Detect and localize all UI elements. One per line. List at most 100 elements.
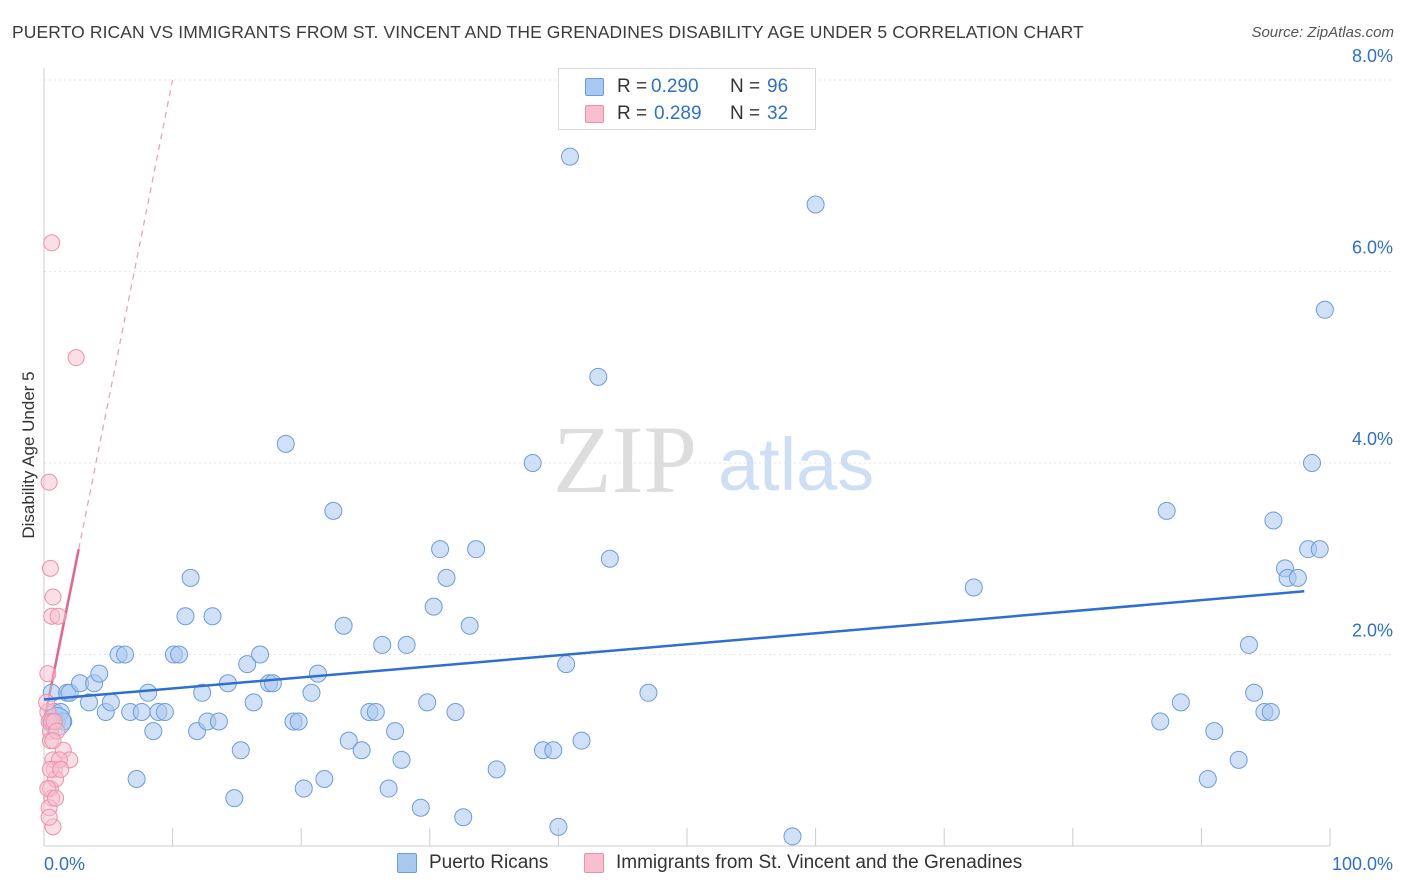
point-puerto-ricans bbox=[523, 454, 542, 472]
point-puerto-ricans bbox=[1239, 635, 1258, 654]
point-puerto-ricans bbox=[276, 434, 295, 453]
legend-n-value: 96 bbox=[767, 76, 789, 97]
source-label: Source: ZipAtlas.com bbox=[1251, 24, 1394, 41]
point-puerto-ricans bbox=[560, 147, 579, 166]
tick-labels: 2.0% 4.0% 6.0% 8.0% 0.0% 100.0% bbox=[44, 46, 1393, 874]
y-tick-label: 4.0% bbox=[1352, 429, 1393, 449]
y-tick-label: 6.0% bbox=[1352, 238, 1393, 258]
legend-r-label: R = bbox=[617, 103, 648, 124]
point-puerto-ricans bbox=[203, 607, 222, 626]
point-puerto-ricans bbox=[549, 817, 568, 836]
point-puerto-ricans bbox=[176, 607, 195, 626]
watermark-atlas: atlas bbox=[718, 423, 874, 506]
point-puerto-ricans bbox=[225, 789, 244, 808]
point-puerto-ricans bbox=[289, 712, 308, 731]
chart-title: PUERTO RICAN VS IMMIGRANTS FROM ST. VINC… bbox=[12, 22, 1084, 42]
point-puerto-ricans bbox=[431, 540, 450, 559]
point-puerto-ricans bbox=[437, 568, 456, 587]
y-tick-label: 8.0% bbox=[1352, 46, 1393, 66]
blue-trend-line bbox=[43, 590, 1305, 701]
point-puerto-ricans bbox=[1288, 568, 1307, 587]
point-puerto-ricans bbox=[263, 674, 282, 693]
pink-trend bbox=[42, 79, 174, 722]
point-puerto-ricans bbox=[251, 645, 270, 664]
point-puerto-ricans bbox=[446, 702, 465, 721]
point-puerto-ricans bbox=[783, 827, 802, 846]
point-puerto-ricans bbox=[386, 722, 405, 741]
point-puerto-ricans bbox=[1229, 750, 1248, 769]
point-immigrants bbox=[40, 808, 58, 826]
point-immigrants bbox=[43, 234, 61, 252]
point-puerto-ricans bbox=[1310, 540, 1329, 559]
legend-r-label: R = bbox=[617, 76, 648, 97]
bottom-legend-label: Puerto Ricans bbox=[429, 852, 549, 873]
point-puerto-ricans bbox=[397, 635, 416, 654]
point-immigrants bbox=[40, 473, 58, 491]
point-immigrants bbox=[47, 789, 65, 807]
point-puerto-ricans bbox=[339, 731, 358, 750]
point-puerto-ricans bbox=[454, 808, 473, 827]
point-puerto-ricans bbox=[589, 367, 608, 386]
point-puerto-ricans bbox=[80, 693, 99, 712]
point-puerto-ricans bbox=[244, 693, 263, 712]
point-puerto-ricans bbox=[1151, 712, 1170, 731]
point-immigrants bbox=[41, 559, 59, 577]
point-puerto-ricans bbox=[1245, 683, 1264, 702]
x-tick-label: 100.0% bbox=[1332, 854, 1393, 874]
point-puerto-ricans bbox=[411, 798, 430, 817]
point-puerto-ricans bbox=[334, 616, 353, 635]
point-immigrants bbox=[67, 349, 85, 367]
point-puerto-ricans bbox=[806, 195, 825, 214]
y-axis-label: Disability Age Under 5 bbox=[19, 371, 38, 538]
point-puerto-ricans bbox=[418, 693, 437, 712]
grid-lines bbox=[44, 79, 1392, 655]
pink-trend-extension bbox=[78, 79, 174, 550]
point-puerto-ricans bbox=[1315, 300, 1334, 319]
point-puerto-ricans bbox=[170, 645, 189, 664]
point-puerto-ricans bbox=[144, 722, 163, 741]
point-puerto-ricans bbox=[1171, 693, 1190, 712]
pink-swatch bbox=[585, 105, 604, 123]
point-puerto-ricans bbox=[139, 683, 158, 702]
point-puerto-ricans bbox=[308, 664, 327, 683]
point-puerto-ricans bbox=[557, 655, 576, 674]
point-puerto-ricans bbox=[324, 501, 343, 520]
point-puerto-ricans bbox=[238, 655, 257, 674]
data-points bbox=[38, 147, 1334, 846]
legend-n-label: N = bbox=[730, 103, 761, 124]
point-immigrants bbox=[44, 732, 62, 750]
point-puerto-ricans bbox=[487, 760, 506, 779]
point-puerto-ricans bbox=[467, 540, 486, 559]
legend-r-value: 0.290 bbox=[651, 76, 699, 97]
watermark: ZIP atlas bbox=[553, 406, 874, 513]
point-immigrants bbox=[52, 760, 70, 778]
point-puerto-ricans bbox=[572, 731, 591, 750]
point-puerto-ricans bbox=[1157, 501, 1176, 520]
point-puerto-ricans bbox=[101, 693, 120, 712]
point-puerto-ricans bbox=[315, 769, 334, 788]
point-puerto-ricans bbox=[127, 769, 146, 788]
legend-r-value: 0.289 bbox=[654, 103, 702, 124]
point-puerto-ricans bbox=[379, 779, 398, 798]
point-puerto-ricans bbox=[600, 549, 619, 568]
point-puerto-ricans bbox=[90, 664, 109, 683]
point-immigrants bbox=[49, 607, 67, 625]
blue-swatch bbox=[585, 78, 604, 96]
point-puerto-ricans bbox=[193, 683, 212, 702]
blue-trend bbox=[43, 590, 1305, 701]
point-puerto-ricans bbox=[302, 683, 321, 702]
point-puerto-ricans bbox=[155, 702, 174, 721]
legend-n-value: 32 bbox=[767, 103, 789, 124]
point-puerto-ricans bbox=[352, 741, 371, 760]
point-puerto-ricans bbox=[132, 702, 151, 721]
point-puerto-ricans bbox=[639, 683, 658, 702]
point-immigrants bbox=[39, 665, 57, 683]
correlation-legend: R = 0.290 N = 96 R = 0.289 N = 32 bbox=[558, 68, 816, 130]
point-puerto-ricans bbox=[1302, 454, 1321, 472]
point-puerto-ricans bbox=[424, 597, 443, 616]
bottom-legend-label: Immigrants from St. Vincent and the Gren… bbox=[616, 852, 1023, 873]
point-immigrants bbox=[38, 693, 56, 711]
legend-n-label: N = bbox=[730, 76, 761, 97]
watermark-zip: ZIP bbox=[553, 406, 697, 513]
